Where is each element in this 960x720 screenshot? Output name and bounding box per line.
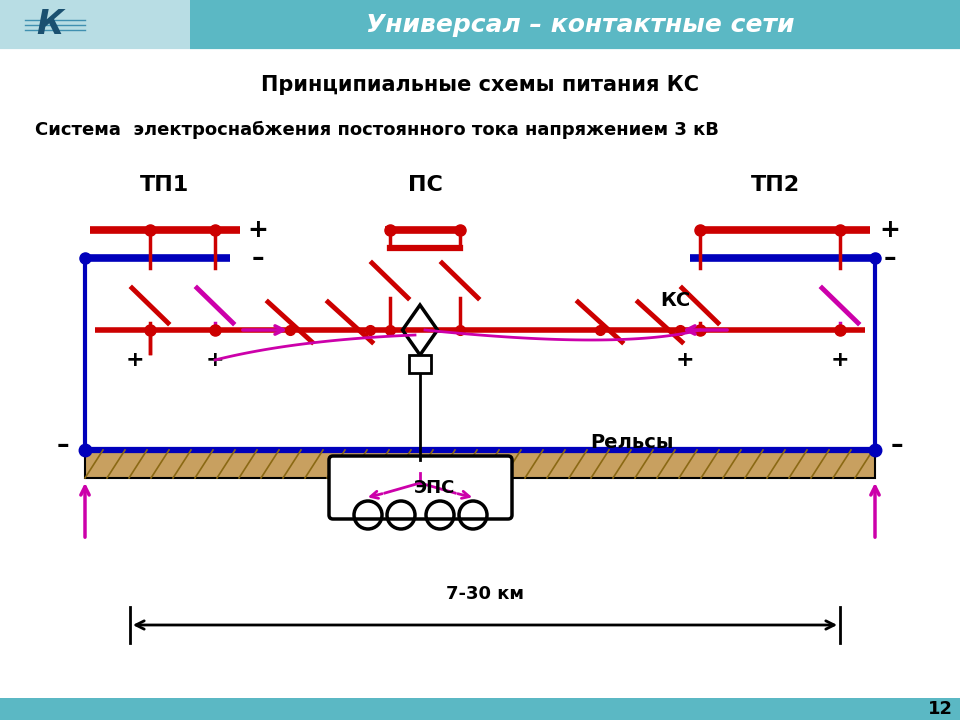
Bar: [409, 355, 431, 373]
Text: 7-30 км: 7-30 км: [446, 585, 524, 603]
Text: ПС: ПС: [408, 175, 443, 195]
Text: ЭПС: ЭПС: [415, 479, 456, 497]
Text: +: +: [830, 350, 850, 370]
Text: Система  электроснабжения постоянного тока напряжением 3 кВ: Система электроснабжения постоянного ток…: [35, 121, 719, 139]
Bar: [85, 450, 875, 478]
Text: +: +: [126, 350, 144, 370]
Text: Принципиальные схемы питания КС: Принципиальные схемы питания КС: [261, 75, 699, 95]
Text: +: +: [879, 218, 900, 242]
Bar: [0, 0, 960, 50]
Bar: [0, 698, 960, 720]
Text: +: +: [248, 218, 269, 242]
Text: ТП1: ТП1: [140, 175, 190, 195]
Text: Универсал – контактные сети: Универсал – контактные сети: [366, 13, 794, 37]
FancyBboxPatch shape: [329, 456, 512, 519]
Text: –: –: [884, 246, 897, 270]
Text: К: К: [36, 9, 63, 42]
Text: 12: 12: [927, 700, 952, 718]
Text: –: –: [891, 433, 903, 457]
Text: ТП2: ТП2: [751, 175, 800, 195]
Text: –: –: [57, 433, 69, 457]
Text: +: +: [676, 350, 694, 370]
Bar: [0, 0, 190, 50]
Text: КС: КС: [660, 290, 690, 310]
Text: +: +: [205, 350, 225, 370]
Text: –: –: [252, 246, 264, 270]
Text: Рельсы: Рельсы: [590, 433, 674, 451]
